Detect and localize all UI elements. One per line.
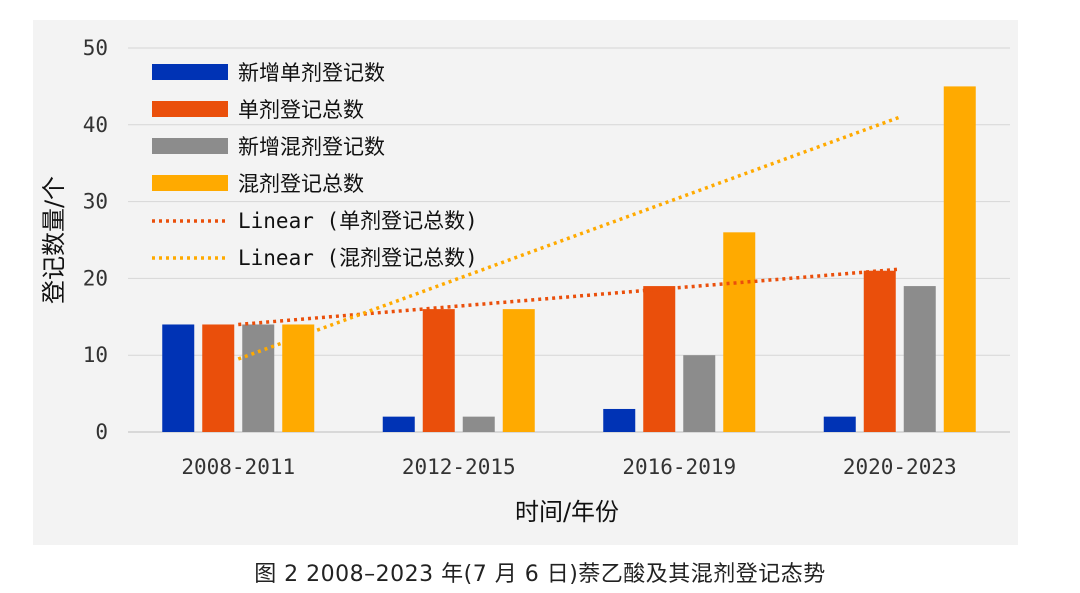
legend-swatch — [152, 138, 228, 154]
x-tick-label: 2016-2019 — [622, 455, 736, 479]
x-tick-label: 2008-2011 — [181, 455, 295, 479]
bar — [823, 416, 856, 432]
y-tick-label: 0 — [95, 420, 108, 444]
legend-label: Linear (混剂登记总数) — [238, 246, 478, 270]
legend-label: 混剂登记总数 — [238, 172, 364, 196]
x-tick-labels: 2008-2011 2012-2015 2016-2019 2020-2023 — [181, 455, 956, 479]
y-tick-label: 30 — [83, 190, 108, 214]
bar — [162, 324, 195, 432]
bars — [162, 86, 976, 433]
bar — [202, 324, 235, 432]
bar — [643, 286, 676, 432]
gridlines — [128, 47, 1010, 433]
y-tick-label: 50 — [83, 36, 108, 60]
bar — [462, 416, 495, 432]
x-tick-label: 2012-2015 — [402, 455, 516, 479]
bar — [282, 324, 315, 432]
legend-swatch — [152, 64, 228, 80]
bar — [382, 416, 415, 432]
bar — [943, 86, 976, 433]
bar — [683, 355, 716, 432]
trendline — [237, 115, 901, 361]
bar — [903, 286, 936, 432]
legend-label: Linear (单剂登记总数) — [238, 209, 478, 233]
bar — [723, 232, 756, 432]
legend-label: 单剂登记总数 — [238, 98, 364, 122]
trendline — [238, 267, 900, 327]
x-axis-title: 时间/年份 — [515, 498, 619, 526]
y-tick-label: 40 — [83, 113, 108, 137]
y-tick-label: 20 — [83, 266, 108, 290]
legend-swatch — [152, 101, 228, 117]
bar — [242, 324, 275, 432]
bar — [863, 270, 896, 432]
y-tick-label: 10 — [83, 343, 108, 367]
figure-caption: 图 2 2008–2023 年(7 月 6 日)萘乙酸及其混剂登记态势 — [254, 562, 826, 587]
legend-swatch — [152, 175, 228, 191]
y-axis-title: 登记数量/个 — [40, 176, 68, 304]
bar — [502, 309, 535, 432]
legend-label: 新增单剂登记数 — [238, 61, 385, 85]
x-tick-label: 2020-2023 — [843, 455, 957, 479]
legend-label: 新增混剂登记数 — [238, 135, 385, 159]
bar — [422, 309, 455, 432]
trendlines — [237, 115, 901, 361]
bar — [603, 408, 636, 432]
y-tick-labels: 0 10 20 30 40 50 — [83, 36, 108, 444]
